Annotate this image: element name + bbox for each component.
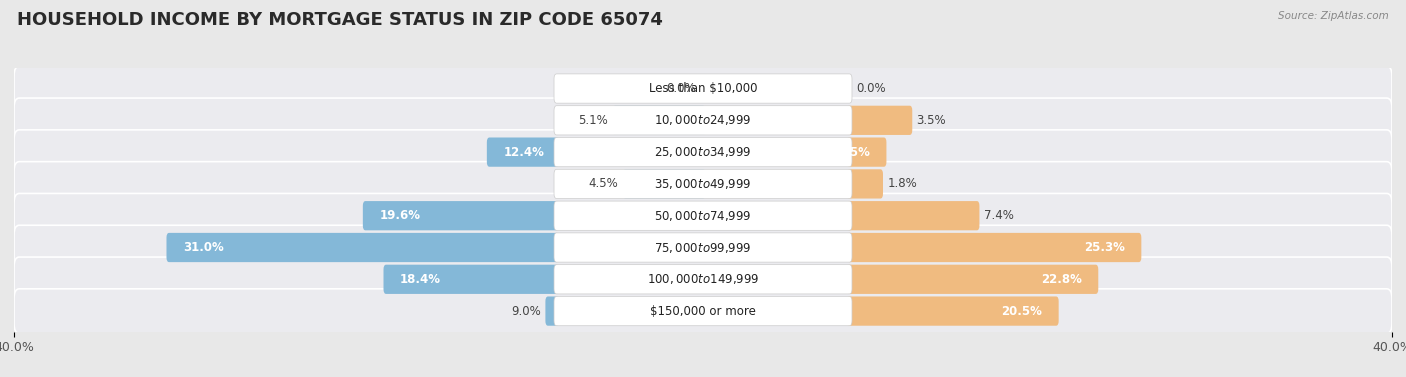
FancyBboxPatch shape (554, 201, 852, 230)
Text: $35,000 to $49,999: $35,000 to $49,999 (654, 177, 752, 191)
FancyBboxPatch shape (166, 233, 560, 262)
Text: 9.0%: 9.0% (512, 305, 541, 317)
Text: 19.6%: 19.6% (380, 209, 420, 222)
FancyBboxPatch shape (846, 169, 883, 199)
Text: $10,000 to $24,999: $10,000 to $24,999 (654, 113, 752, 127)
Text: 7.4%: 7.4% (984, 209, 1014, 222)
FancyBboxPatch shape (554, 296, 852, 326)
FancyBboxPatch shape (554, 106, 852, 135)
Text: $25,000 to $34,999: $25,000 to $34,999 (654, 145, 752, 159)
FancyBboxPatch shape (546, 296, 560, 326)
FancyBboxPatch shape (14, 98, 1392, 143)
Text: $150,000 or more: $150,000 or more (650, 305, 756, 317)
Text: 10.5%: 10.5% (830, 146, 870, 159)
Text: 12.4%: 12.4% (503, 146, 544, 159)
FancyBboxPatch shape (486, 138, 560, 167)
FancyBboxPatch shape (554, 138, 852, 167)
Text: 18.4%: 18.4% (399, 273, 441, 286)
Text: 0.0%: 0.0% (856, 82, 886, 95)
Text: 4.5%: 4.5% (589, 178, 619, 190)
Text: 22.8%: 22.8% (1040, 273, 1083, 286)
FancyBboxPatch shape (623, 169, 706, 199)
Text: Source: ZipAtlas.com: Source: ZipAtlas.com (1278, 11, 1389, 21)
Legend: Without Mortgage, With Mortgage: Without Mortgage, With Mortgage (561, 376, 845, 377)
FancyBboxPatch shape (613, 106, 706, 135)
Text: 5.1%: 5.1% (578, 114, 609, 127)
Text: $100,000 to $149,999: $100,000 to $149,999 (647, 272, 759, 286)
FancyBboxPatch shape (14, 162, 1392, 206)
Text: HOUSEHOLD INCOME BY MORTGAGE STATUS IN ZIP CODE 65074: HOUSEHOLD INCOME BY MORTGAGE STATUS IN Z… (17, 11, 662, 29)
FancyBboxPatch shape (14, 66, 1392, 111)
FancyBboxPatch shape (846, 296, 1059, 326)
Text: $50,000 to $74,999: $50,000 to $74,999 (654, 209, 752, 223)
Text: 3.5%: 3.5% (917, 114, 946, 127)
FancyBboxPatch shape (14, 225, 1392, 270)
FancyBboxPatch shape (846, 106, 912, 135)
Text: 0.0%: 0.0% (666, 82, 696, 95)
FancyBboxPatch shape (846, 201, 980, 230)
Text: 31.0%: 31.0% (183, 241, 224, 254)
FancyBboxPatch shape (14, 193, 1392, 238)
FancyBboxPatch shape (14, 289, 1392, 333)
FancyBboxPatch shape (846, 265, 1098, 294)
FancyBboxPatch shape (554, 233, 852, 262)
Text: $75,000 to $99,999: $75,000 to $99,999 (654, 241, 752, 254)
FancyBboxPatch shape (846, 138, 886, 167)
FancyBboxPatch shape (846, 233, 1142, 262)
FancyBboxPatch shape (14, 130, 1392, 175)
FancyBboxPatch shape (554, 169, 852, 199)
Text: 20.5%: 20.5% (1001, 305, 1042, 317)
FancyBboxPatch shape (554, 74, 852, 103)
FancyBboxPatch shape (363, 201, 560, 230)
Text: Less than $10,000: Less than $10,000 (648, 82, 758, 95)
FancyBboxPatch shape (554, 265, 852, 294)
Text: 1.8%: 1.8% (887, 178, 917, 190)
Text: 25.3%: 25.3% (1084, 241, 1125, 254)
FancyBboxPatch shape (384, 265, 560, 294)
FancyBboxPatch shape (14, 257, 1392, 302)
